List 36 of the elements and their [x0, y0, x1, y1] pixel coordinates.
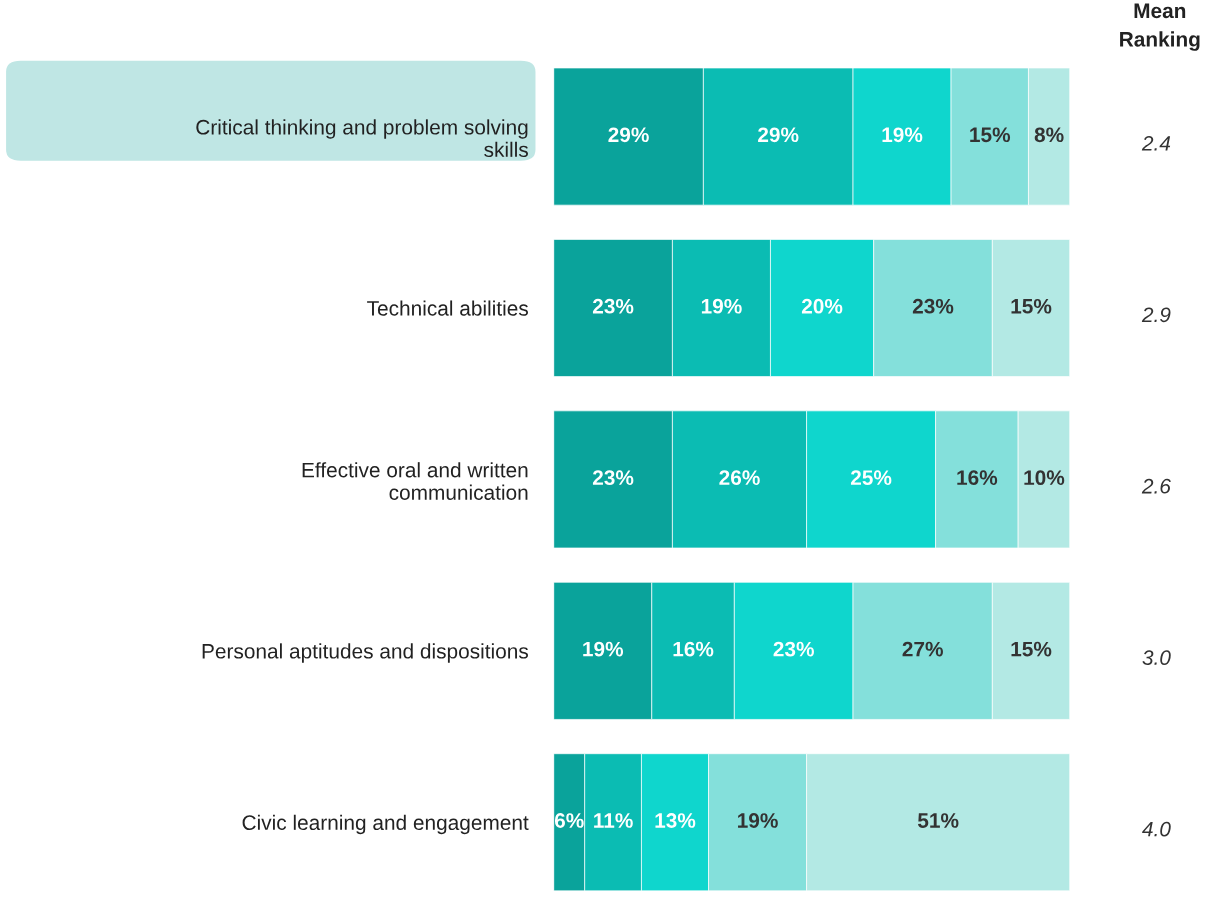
data-label: 15% — [970, 127, 1011, 143]
text: 2.9 — [1141, 307, 1171, 323]
data-label: 10% — [1024, 470, 1065, 486]
y-tick-label: Personal aptitudes and dispositions — [202, 643, 528, 663]
data-label: 23% — [592, 470, 634, 486]
y-tick-label: Effective oral and written communication — [302, 462, 528, 500]
y-tick-label: Critical thinking and problem solving skills — [196, 119, 528, 158]
y-tick-label: Civic learning and engagement — [242, 814, 529, 835]
data-label: 6% — [554, 813, 584, 828]
data-label: 23% — [592, 298, 634, 314]
data-label: 16% — [673, 641, 714, 657]
data-label: 23% — [912, 298, 954, 314]
data-label: 13% — [655, 813, 696, 828]
text: Mean Ranking — [1120, 3, 1200, 51]
text: 3.0 — [1142, 650, 1171, 666]
data-label: 8% — [1034, 127, 1064, 143]
data-label: 26% — [719, 470, 760, 486]
data-label: 51% — [917, 813, 959, 828]
data-label: 19% — [701, 298, 742, 314]
data-label: 29% — [758, 127, 799, 143]
text: 4.0 — [1142, 821, 1171, 837]
data-label: 19% — [738, 813, 778, 828]
data-label: 20% — [801, 298, 843, 314]
data-label: 27% — [902, 641, 943, 657]
text: 2.6 — [1141, 478, 1171, 494]
data-label: 25% — [850, 470, 892, 486]
y-tick-label: Technical abilities — [367, 300, 528, 316]
data-label: 11% — [594, 813, 633, 828]
data-label: 19% — [583, 641, 624, 657]
data-label: 16% — [957, 470, 998, 486]
text: 2.4 — [1141, 135, 1171, 151]
data-label: 19% — [882, 127, 923, 143]
data-label: 23% — [773, 641, 814, 657]
data-label: 15% — [1011, 298, 1052, 314]
data-label: 29% — [608, 127, 649, 143]
data-label: 15% — [1011, 641, 1052, 657]
